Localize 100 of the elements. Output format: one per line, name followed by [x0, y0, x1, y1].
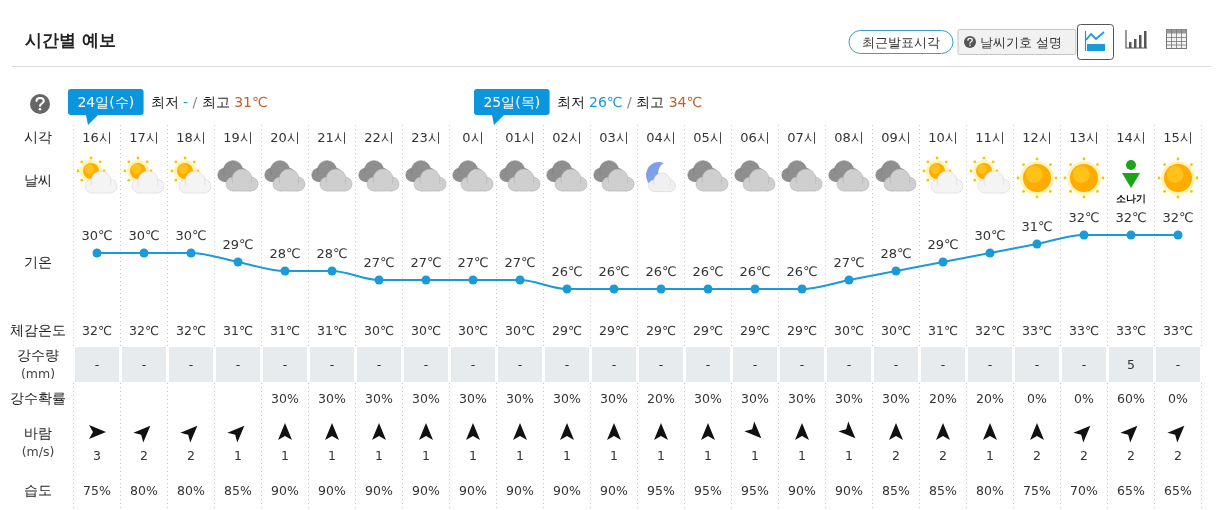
point — [891, 266, 901, 276]
data-label: 2 — [892, 447, 900, 463]
data-label: 0% — [1074, 390, 1095, 406]
data-label: 20% — [647, 390, 676, 406]
text: 24일(수) — [77, 94, 135, 110]
text: - — [1081, 356, 1087, 372]
data-label: 60% — [1117, 390, 1146, 406]
data-label: 1 — [610, 447, 618, 463]
text: - — [1034, 356, 1040, 372]
data-label: 1 — [422, 447, 430, 463]
data-label: 31℃ — [317, 322, 347, 338]
point — [139, 248, 149, 258]
data-label: 2 — [1080, 447, 1088, 463]
text: - — [705, 356, 711, 372]
data-label: 1 — [798, 447, 806, 463]
x-tick-label: 08시 — [834, 129, 864, 145]
x-tick-label: 16시 — [82, 129, 112, 145]
data-label: 1 — [516, 447, 524, 463]
data-label: 80% — [976, 482, 1005, 498]
data-label: 85% — [929, 482, 958, 498]
x-tick-label: 15시 — [1163, 129, 1193, 145]
data-label: 95% — [647, 482, 676, 498]
data-label: 3 — [93, 447, 101, 463]
text: 최근발표시각 — [862, 34, 940, 50]
data-label: 20% — [929, 390, 958, 406]
x-tick-label: 21시 — [317, 129, 347, 145]
data-label: 30℃ — [175, 228, 207, 243]
point — [609, 284, 619, 294]
data-label: 2 — [187, 447, 195, 463]
point — [844, 275, 854, 285]
text: - — [893, 356, 899, 372]
data-label: 90% — [459, 482, 488, 498]
data-label: 31℃ — [928, 322, 958, 338]
data-label: 90% — [600, 482, 629, 498]
text: - — [940, 356, 946, 372]
text: - — [188, 356, 194, 372]
data-label: 33℃ — [1069, 322, 1099, 338]
data-label: 30% — [365, 390, 394, 406]
data-label: 2 — [1033, 447, 1041, 463]
point — [468, 275, 478, 285]
data-label: 32℃ — [176, 322, 206, 338]
data-label: 0% — [1168, 390, 1189, 406]
data-label: 30% — [412, 390, 441, 406]
data-label: 26℃ — [645, 264, 677, 279]
data-label: 30℃ — [974, 228, 1006, 243]
data-label: 26℃ — [739, 264, 771, 279]
data-label: 30% — [271, 390, 300, 406]
text: - — [1175, 356, 1181, 372]
point — [233, 257, 243, 267]
data-label: 31℃ — [223, 322, 253, 338]
text: - — [235, 356, 241, 372]
text: - — [329, 356, 335, 372]
text: 기온 — [24, 254, 52, 270]
data-label: 27℃ — [410, 255, 442, 270]
x-tick-label: 22시 — [364, 129, 394, 145]
y-tick-label: 강수확률 — [10, 390, 66, 406]
point — [280, 266, 290, 276]
data-label: 1 — [563, 447, 571, 463]
point — [703, 284, 713, 294]
data-label: 5 — [1127, 356, 1135, 372]
data-label: 95% — [694, 482, 723, 498]
data-label: 33℃ — [1163, 322, 1193, 338]
data-label: 30℃ — [834, 322, 864, 338]
data-label: 70% — [1070, 482, 1099, 498]
data-label: 28℃ — [269, 246, 301, 261]
x-tick-label: 05시 — [693, 129, 723, 145]
point — [750, 284, 760, 294]
data-label: 27℃ — [833, 255, 865, 270]
text: 최저 - / 최고 31℃ — [150, 94, 268, 110]
data-label: 80% — [130, 482, 159, 498]
data-label: 30% — [835, 390, 864, 406]
text: - — [799, 356, 805, 372]
text: - — [470, 356, 476, 372]
data-label: 1 — [281, 447, 289, 463]
x-tick-label: 03시 — [599, 129, 629, 145]
data-label: 29℃ — [552, 322, 582, 338]
point — [656, 284, 666, 294]
data-label: 32℃ — [82, 322, 112, 338]
text: 최저 26℃ / 최고 34℃ — [556, 94, 703, 110]
x-tick-label: 01시 — [505, 129, 535, 145]
data-label: 32℃ — [1068, 210, 1100, 225]
text: - — [94, 356, 100, 372]
data-label: 90% — [365, 482, 394, 498]
x-tick-label: 13시 — [1069, 129, 1099, 145]
data-label: 90% — [788, 482, 817, 498]
x-tick-label: 18시 — [176, 129, 206, 145]
data-label: 26℃ — [786, 264, 818, 279]
data-label: 65% — [1117, 482, 1146, 498]
data-label: 2 — [1127, 447, 1135, 463]
data-label: 1 — [375, 447, 383, 463]
point — [327, 266, 337, 276]
data-label: 26℃ — [551, 264, 583, 279]
data-label: 30% — [600, 390, 629, 406]
text: - — [752, 356, 758, 372]
data-label: 29℃ — [693, 322, 723, 338]
point — [186, 248, 196, 258]
data-label: 30℃ — [128, 228, 160, 243]
y-tick-label: 바람 (m/s) — [21, 424, 55, 458]
data-label: 1 — [986, 447, 994, 463]
point — [1126, 230, 1136, 240]
